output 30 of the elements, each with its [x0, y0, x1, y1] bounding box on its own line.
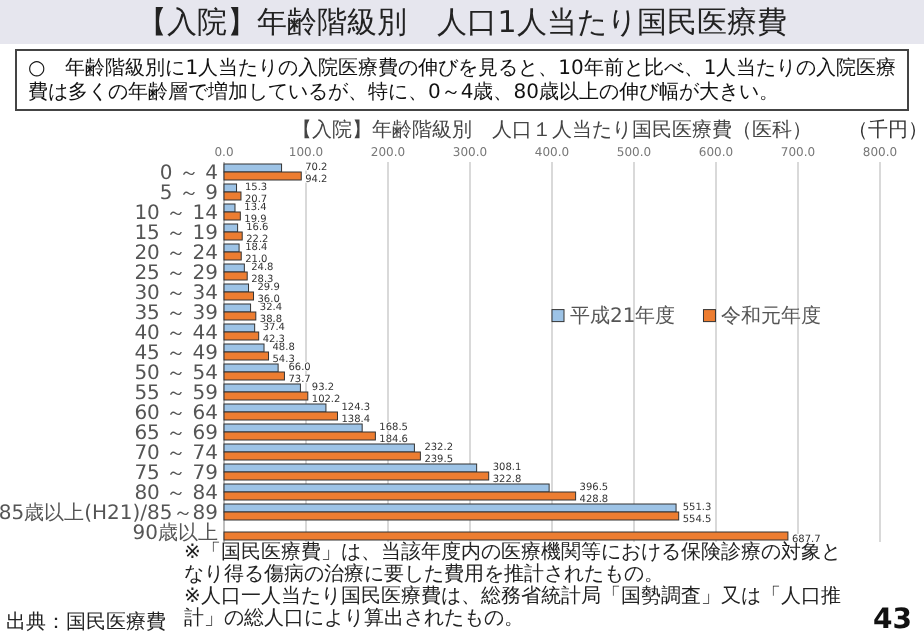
y-tick-label: 65 ～ 69	[134, 423, 218, 445]
chart-subtitle: 【入院】年齢階級別 人口１人当たり国民医療費（医科）	[292, 118, 812, 142]
y-tick-label: 55 ～ 59	[134, 383, 218, 405]
chart-title: 【入院】年齢階級別 人口1人当たり国民医療費	[137, 4, 787, 40]
y-tick-label: 30 ～ 34	[134, 283, 218, 305]
legend-label: 平成21年度	[570, 303, 676, 328]
y-tick-label: 40 ～ 44	[134, 323, 218, 345]
legend-label: 令和元年度	[721, 303, 822, 328]
y-tick-label: 80 ～ 84	[134, 483, 218, 505]
y-tick-label: 25 ～ 29	[134, 263, 218, 285]
y-tick-label: 50 ～ 54	[134, 363, 218, 385]
text: ※人口一人当たり国民医療費は、総務省統計局「国勢調査」又は「人口推計」の総人口により算出されたもの。	[184, 584, 841, 630]
y-tick-label: 60 ～ 64	[134, 403, 218, 425]
annotation: ※「国民医療費」は、当該年度内の医療機関等における保険診療の対象となり得る傷病の治療に要した費用を推計されたもの。	[184, 540, 841, 586]
text: 43	[873, 604, 912, 636]
x-axis-title: （千円）	[848, 118, 924, 142]
y-tick-label: 10 ～ 14	[134, 203, 218, 225]
y-tick-label: 15 ～ 19	[134, 223, 218, 245]
source-note: 出典：国民医療費	[6, 610, 166, 634]
y-tick-label: 5 ～ 9	[159, 183, 218, 205]
bar	[223, 531, 789, 541]
bar	[223, 511, 680, 521]
y-tick-label: 45 ～ 49	[134, 343, 218, 365]
y-tick-label: 0 ～ 4	[159, 163, 218, 185]
y-tick-label: 85歳以上(H21)/85～89	[0, 501, 218, 525]
y-tick-label: 75 ～ 79	[134, 463, 218, 485]
text: ○ 年齢階級別に1人当たりの入院医療費の伸びを見ると、10年前と比べ、1人当たりの入院医療費は多くの年齢層で増加しているが、特に、0～4歳、80歳以上の伸び幅が大きい。	[28, 56, 897, 104]
y-tick-label: 70 ～ 74	[134, 443, 218, 465]
y-tick-label: 35 ～ 39	[134, 303, 218, 325]
y-tick-label: 20 ～ 24	[134, 243, 218, 265]
